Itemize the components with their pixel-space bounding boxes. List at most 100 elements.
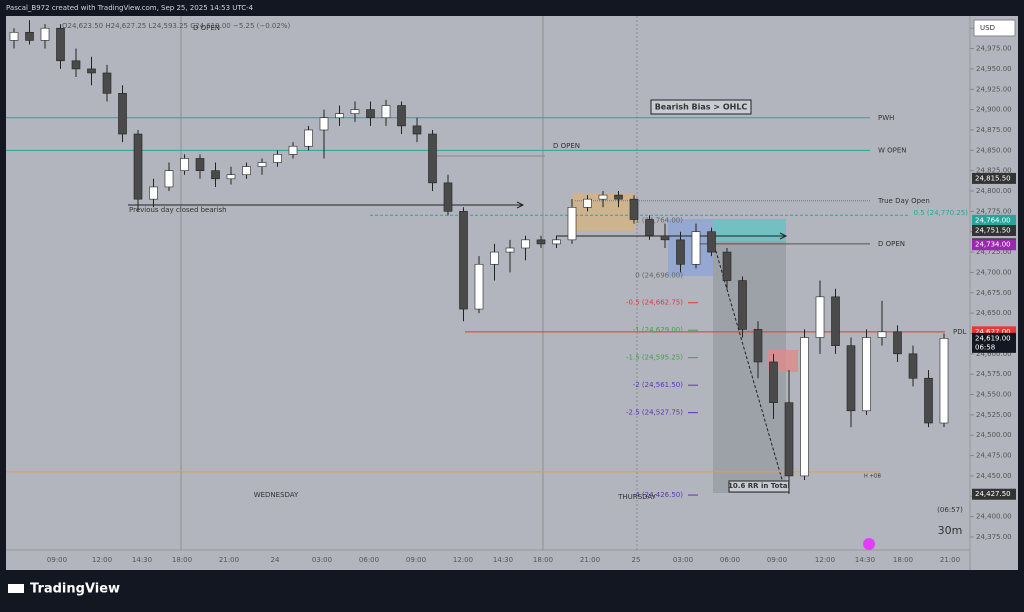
fib-label: -1.5 (24,595.25) xyxy=(626,354,683,362)
candle-body xyxy=(629,198,639,220)
x-tick-label: 09:00 xyxy=(767,556,787,564)
candle-body xyxy=(676,239,685,265)
level-label: True Day Open xyxy=(877,197,930,205)
x-tick-label: 12:00 xyxy=(92,556,112,564)
candle-body xyxy=(149,186,158,200)
y-tick-label: 24,400.00 xyxy=(976,513,1012,521)
level-label: W OPEN xyxy=(878,146,907,154)
x-tick-label: 18:00 xyxy=(533,556,553,564)
candle-body xyxy=(87,68,96,74)
zone xyxy=(668,219,713,276)
candle-body xyxy=(536,239,546,245)
candle-body xyxy=(660,235,670,241)
x-tick-label: 09:00 xyxy=(406,556,426,564)
fib-label: -0.5 (24,662.75) xyxy=(626,299,683,307)
x-tick-label: 14:30 xyxy=(493,556,513,564)
fib-label: -2.5 (24,527.75) xyxy=(626,409,683,417)
candle-body xyxy=(180,158,189,171)
x-tick-label: 06:00 xyxy=(359,556,379,564)
candle-body xyxy=(304,129,313,147)
candle-body xyxy=(908,353,918,379)
icon[interactable] xyxy=(863,538,875,550)
candle-body xyxy=(257,162,267,167)
level-label: 0.5 (24,770.25) xyxy=(914,209,969,217)
y-tick-label: 24,500.00 xyxy=(976,431,1012,439)
currency[interactable]: USD xyxy=(980,24,995,32)
y-tick-label: 24,825.00 xyxy=(976,167,1012,175)
x-tick-label: 24 xyxy=(271,556,280,564)
price-tag-sub: 06:58 xyxy=(975,343,995,351)
y-tick-label: 24,700.00 xyxy=(976,268,1012,276)
candle-body xyxy=(25,31,34,41)
price-tag-label: 24,427.50 xyxy=(975,490,1011,498)
zone xyxy=(713,219,786,241)
arrow-head xyxy=(516,201,525,209)
level-label: D OPEN xyxy=(878,240,905,248)
fib-label: -2 (24,561.50) xyxy=(633,381,684,389)
price-tag xyxy=(972,224,1016,236)
candle-body xyxy=(195,158,205,171)
ohlc: O24,623.50 H24,627.25 L24,593.25 C24,619… xyxy=(62,22,290,30)
y-tick-label: 24,650.00 xyxy=(976,309,1012,317)
candle-body xyxy=(366,109,375,119)
price-tag xyxy=(972,332,1016,353)
candle-body xyxy=(738,280,747,330)
x-tick-label: 18:00 xyxy=(893,556,913,564)
top-bar xyxy=(0,0,1024,16)
x-tick-label: 03:00 xyxy=(312,556,332,564)
y-tick-label: 24,925.00 xyxy=(976,85,1012,93)
candle-body xyxy=(335,113,344,119)
label: Previous day closed bearish xyxy=(129,206,227,214)
rr-box xyxy=(728,480,790,493)
price-tag-label: 24,734.00 xyxy=(975,241,1011,249)
candle-body xyxy=(118,93,127,135)
fib-label: 1 (24,764.00) xyxy=(635,216,683,224)
logo-mark xyxy=(8,584,24,593)
y-tick-label: 24,575.00 xyxy=(976,370,1012,378)
price-tag-label: 24,619.00 xyxy=(975,334,1011,342)
candle-body xyxy=(753,329,763,363)
x-tick-label: 12:00 xyxy=(815,556,835,564)
candle-body xyxy=(645,219,654,237)
currency-box[interactable] xyxy=(973,19,1016,37)
candle-body xyxy=(800,337,809,477)
candle-body xyxy=(784,402,794,477)
candle-body xyxy=(412,125,422,135)
plot-bg xyxy=(6,16,1018,570)
y-tick-label: 24,775.00 xyxy=(976,207,1012,215)
candle-body xyxy=(846,345,856,412)
candle-body xyxy=(490,251,499,265)
candle-body xyxy=(691,231,701,265)
candle-body xyxy=(242,166,251,176)
candle-body xyxy=(567,206,577,241)
y-tick-label: 24,850.00 xyxy=(976,146,1012,154)
day-label: WEDNESDAY xyxy=(254,491,299,499)
candle-body xyxy=(397,105,406,127)
y-tick-label: 24,450.00 xyxy=(976,472,1012,480)
y-tick-label: 24,675.00 xyxy=(976,289,1012,297)
price-tag xyxy=(972,239,1016,251)
candle-body xyxy=(211,170,220,180)
marks: 25,000.0024,975.0024,950.0024,925.0024,9… xyxy=(6,20,1012,564)
bias-box xyxy=(650,99,752,115)
x-tick-label: 03:00 xyxy=(673,556,693,564)
x-tick-label: 21:00 xyxy=(219,556,239,564)
x-tick-label: 14:30 xyxy=(132,556,152,564)
candle-body xyxy=(133,133,143,200)
price-tag-label: 24,751.50 xyxy=(975,226,1011,234)
y-tick-label: 24,950.00 xyxy=(976,65,1012,73)
candle-body xyxy=(381,105,391,119)
candle-body xyxy=(319,117,329,131)
arrow-head xyxy=(779,232,788,240)
candle-body xyxy=(707,231,716,253)
candle-body xyxy=(614,194,623,200)
candle-body xyxy=(924,377,933,424)
bias: Bearish Bias > OHLC xyxy=(655,103,748,112)
x-tick-label: 25 xyxy=(632,556,641,564)
level-label: D OPEN xyxy=(553,142,580,150)
candle-body xyxy=(831,296,840,346)
candle-body xyxy=(722,251,732,281)
price-tag xyxy=(972,488,1016,500)
candle-body xyxy=(769,361,778,403)
